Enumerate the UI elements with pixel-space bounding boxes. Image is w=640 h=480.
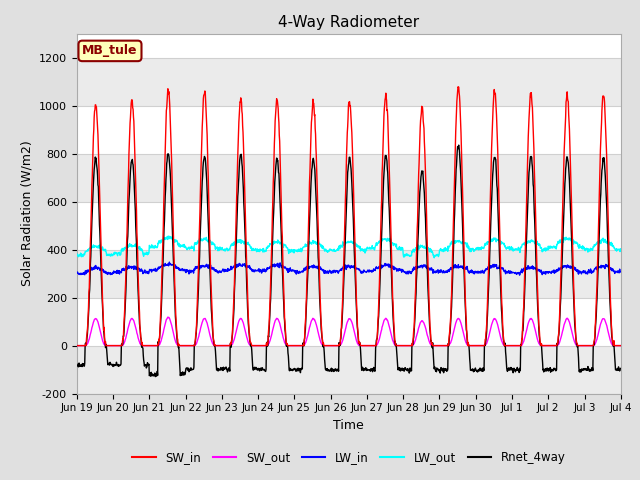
Bar — [77, 346, 621, 394]
Bar — [77, 298, 621, 346]
Bar — [77, 154, 621, 202]
Y-axis label: Solar Radiation (W/m2): Solar Radiation (W/m2) — [20, 141, 33, 287]
X-axis label: Time: Time — [333, 419, 364, 432]
Bar — [77, 250, 621, 298]
Bar — [77, 58, 621, 106]
Text: MB_tule: MB_tule — [82, 44, 138, 58]
Bar — [77, 106, 621, 154]
Bar — [77, 202, 621, 250]
Legend: SW_in, SW_out, LW_in, LW_out, Rnet_4way: SW_in, SW_out, LW_in, LW_out, Rnet_4way — [127, 446, 570, 469]
Title: 4-Way Radiometer: 4-Way Radiometer — [278, 15, 419, 30]
